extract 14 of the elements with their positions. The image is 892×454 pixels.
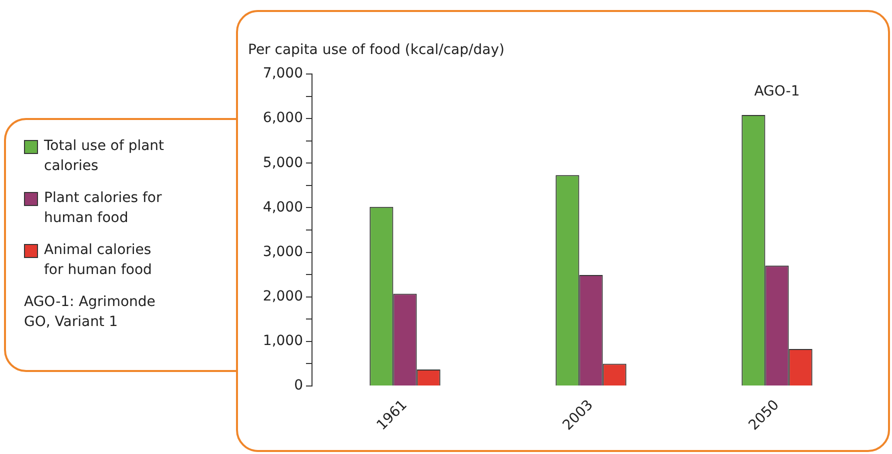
legend-label: Plant calories for human food <box>44 189 163 228</box>
legend-label: Animal calories for human food <box>44 241 153 280</box>
text: AGO-1: Agrimonde GO, Variant 1 <box>24 293 156 332</box>
y-tick-label: 2,000 <box>262 288 303 304</box>
y-tick-label: 5,000 <box>262 154 303 171</box>
y-tick-label: 4,000 <box>262 199 303 216</box>
y-tick-label: 7,000 <box>262 66 303 82</box>
annotation: AGO-1 <box>754 84 800 100</box>
y-tick-label: 0 <box>294 378 303 394</box>
y-tick-label: 6,000 <box>262 110 303 126</box>
y-tick-label: 1,000 <box>262 333 303 350</box>
y-tick-label: 3,000 <box>262 244 303 260</box>
y-axis-title: Per capita use of food (kcal/cap/day) <box>248 42 504 58</box>
legend-label: Total use of plant calories <box>44 137 166 176</box>
